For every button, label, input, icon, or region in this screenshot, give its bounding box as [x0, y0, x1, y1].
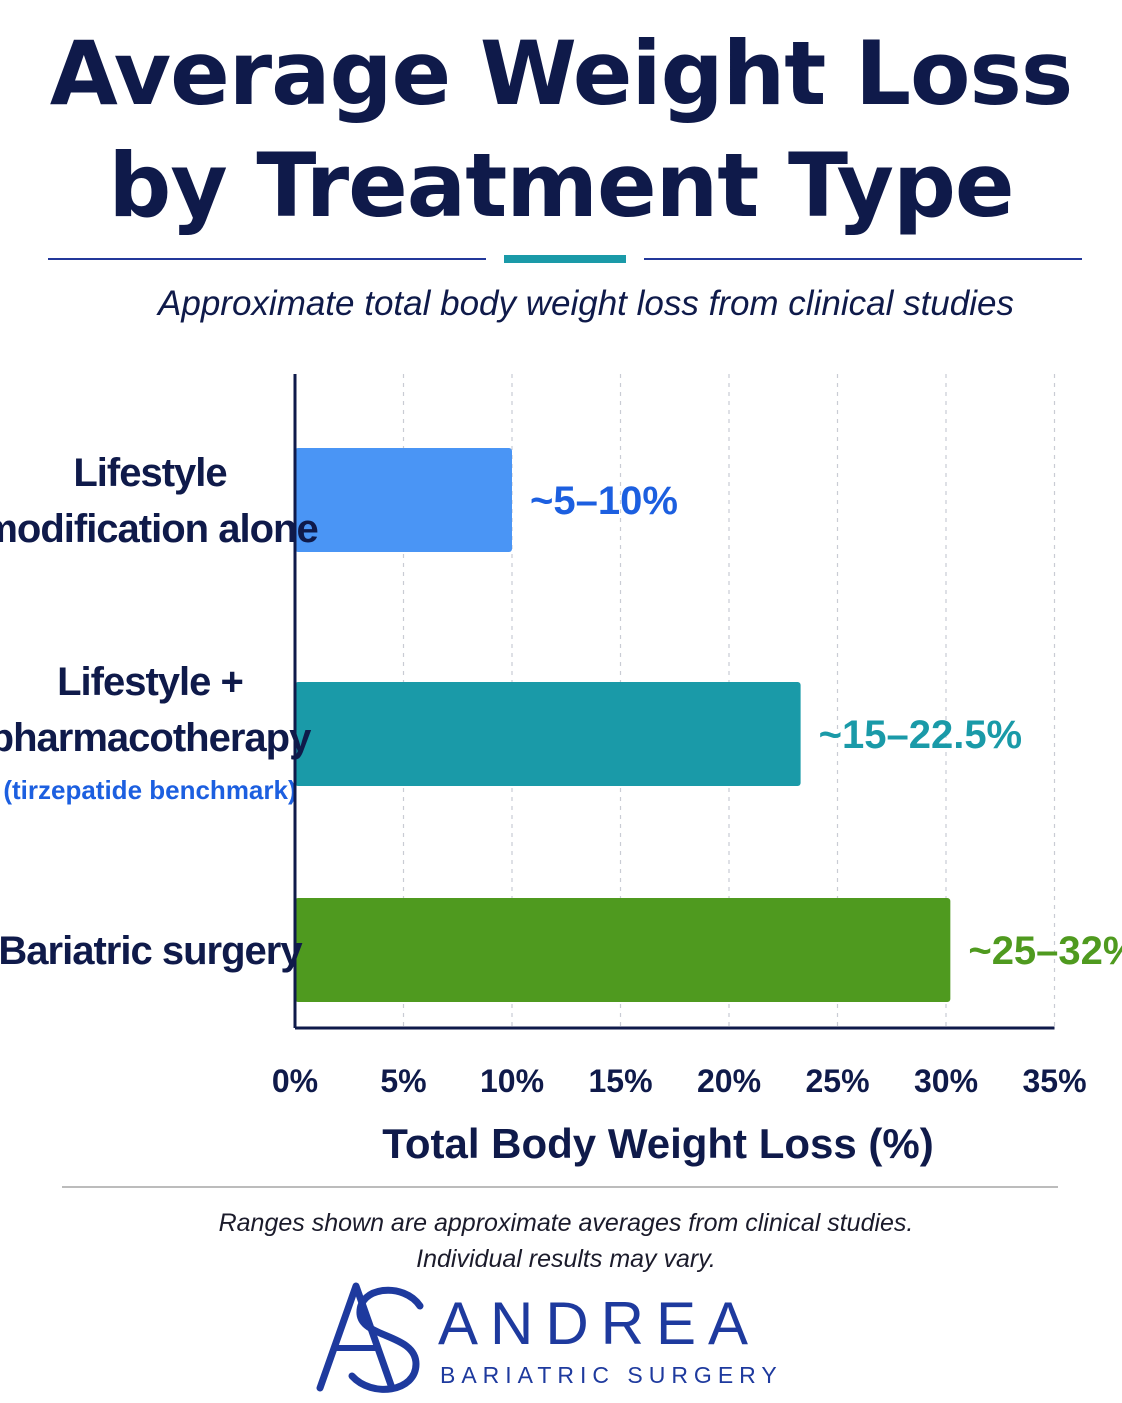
footnote-line-1: Ranges shown are approximate averages fr… — [218, 1209, 914, 1237]
bar-1 — [295, 448, 512, 552]
chart-container: ~5–10% ~15–22.5% ~25–32% Lifestyle modificat… — [0, 360, 1122, 1185]
title-divider-right — [644, 258, 1082, 260]
bar-3 — [295, 898, 951, 1002]
footnote-line-2: Individual results may vary. — [416, 1245, 716, 1273]
x-tick-label-20%: 20% — [697, 1063, 761, 1099]
x-axis-title: Total Body Weight Loss (%) — [382, 1120, 933, 1167]
data-label-3: ~25–32% — [968, 929, 1122, 973]
x-tick-label-5%: 5% — [380, 1063, 426, 1099]
x-tick-label-0%: 0% — [272, 1063, 318, 1099]
logo-wordmark: ANDREA — [438, 1290, 761, 1357]
x-tick-label-35%: 35% — [1022, 1063, 1086, 1099]
bar-chart: ~5–10% ~15–22.5% ~25–32% Lifestyle modificat… — [0, 374, 1122, 1167]
page-title: Average Weight Loss by Treatment Type — [0, 18, 1122, 242]
footer-divider — [62, 1186, 1058, 1188]
title-divider-left — [48, 258, 486, 260]
category-label-1-line-2: modification alone — [0, 507, 318, 551]
x-tick-label-30%: 30% — [914, 1063, 978, 1099]
x-tick-label-25%: 25% — [805, 1063, 869, 1099]
bar-2 — [295, 682, 801, 786]
chart-subtitle: Approximate total body weight loss from … — [158, 284, 1014, 323]
category-label-3-line-1: Bariatric surgery — [0, 929, 303, 973]
category-note-2: (tirzepatide benchmark) — [3, 775, 296, 805]
data-label-1: ~5–10% — [530, 479, 678, 523]
logo-tagline: BARIATRIC SURGERY — [440, 1362, 783, 1388]
data-label-2: ~15–22.5% — [819, 713, 1023, 757]
x-tick-label-10%: 10% — [480, 1063, 544, 1099]
category-label-1-line-1: Lifestyle — [73, 451, 226, 495]
category-label-2-line-1: Lifestyle + — [57, 660, 243, 704]
title-line-2: by Treatment Type — [108, 134, 1014, 237]
x-tick-label-15%: 15% — [588, 1063, 652, 1099]
andrea-monogram-icon — [312, 1276, 432, 1398]
title-line-1: Average Weight Loss — [49, 22, 1074, 125]
title-divider-accent — [504, 255, 626, 263]
category-label-2-line-2: pharmacotherapy — [0, 716, 312, 760]
